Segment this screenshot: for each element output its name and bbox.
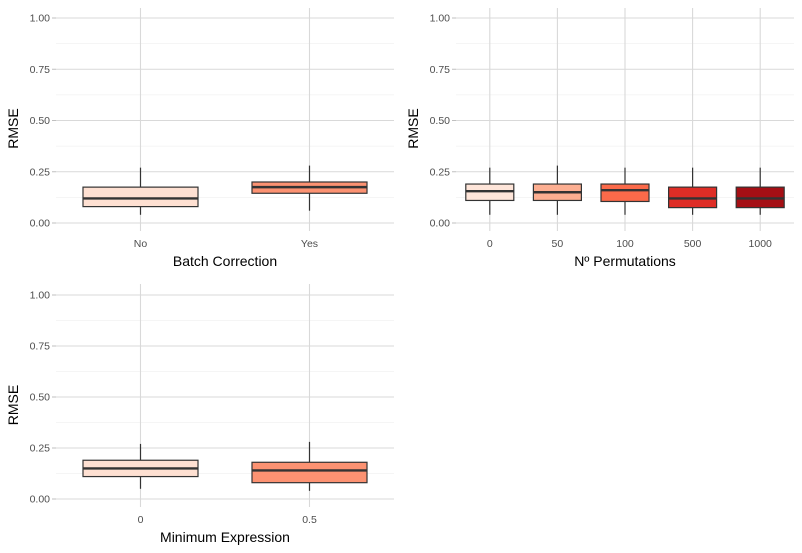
y-axis-title: RMSE — [405, 108, 421, 148]
y-tick-label: 0.00 — [30, 218, 51, 230]
box-0 — [465, 167, 515, 215]
box-iqr — [251, 461, 368, 484]
y-tick-label: 0.25 — [430, 166, 451, 178]
x-tick-label: 0.5 — [302, 514, 317, 526]
chart-panel-1: 0.00 0.25 0.50 0.75 1.00 No Yes Batch Correctio… — [5, 8, 394, 269]
y-tick-label: 1.00 — [30, 290, 51, 302]
box-Yes — [251, 165, 368, 211]
box-100 — [600, 167, 650, 215]
box-1000 — [735, 167, 785, 215]
x-tick-label: 1000 — [749, 238, 773, 250]
y-tick-label: 0.00 — [30, 494, 51, 506]
y-axis-title: RMSE — [5, 385, 21, 425]
y-tick-label: 1.00 — [430, 13, 451, 25]
x-tick-label: 50 — [552, 238, 564, 250]
y-tick-label: 0.75 — [30, 64, 51, 76]
x-tick-label: 0 — [138, 514, 144, 526]
x-tick-label: Yes — [301, 238, 318, 250]
box-0.5 — [251, 441, 368, 491]
y-tick-label: 0.50 — [430, 115, 451, 127]
box-50 — [532, 165, 583, 215]
box-iqr — [600, 183, 650, 203]
y-tick-label: 0.50 — [30, 392, 51, 404]
x-axis-title: Batch Correction — [173, 253, 277, 269]
x-tick-label: 500 — [684, 238, 702, 250]
y-tick-label: 0.25 — [30, 443, 51, 455]
y-tick-label: 0.50 — [30, 115, 51, 127]
x-axis-title: Minimum Expression — [160, 529, 290, 545]
box-No — [82, 167, 199, 215]
box-0 — [82, 443, 199, 489]
y-tick-label: 1.00 — [30, 13, 51, 25]
box-iqr — [82, 186, 199, 208]
y-tick-label: 0.25 — [30, 166, 51, 178]
chart-panel-2: 0.00 0.25 0.50 0.75 1.00 0 50 100 500 1000 Nº Perm… — [405, 8, 794, 269]
x-axis-title: Nº Permutations — [574, 253, 676, 269]
box-500 — [667, 167, 718, 215]
chart-panel-3: 0.00 0.25 0.50 0.75 1.00 0 0.5 Minimum Expressi… — [5, 284, 394, 545]
y-tick-label: 0.75 — [430, 64, 451, 76]
y-tick-label: 0.75 — [30, 341, 51, 353]
y-axis-title: RMSE — [5, 108, 21, 148]
x-tick-label: 100 — [616, 238, 634, 250]
x-tick-label: No — [134, 238, 148, 250]
y-tick-label: 0.00 — [430, 218, 451, 230]
x-tick-label: 0 — [487, 238, 493, 250]
